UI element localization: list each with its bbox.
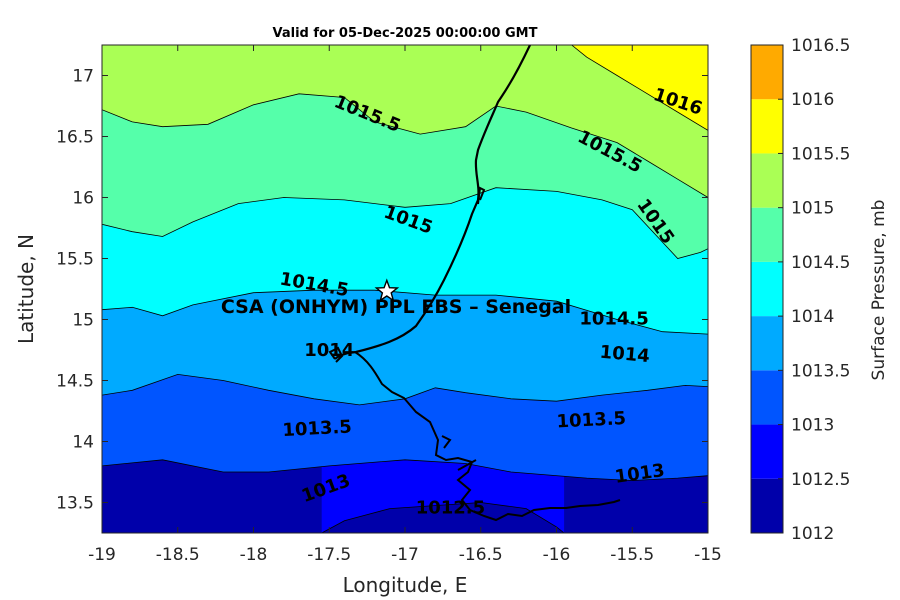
contour-label: 1014.5 [579, 309, 648, 330]
y-tick-label: 14.5 [56, 372, 94, 392]
y-tick-label: 16.5 [56, 128, 94, 148]
x-tick-label: -16 [543, 545, 571, 565]
fill-band-1015 [102, 45, 708, 198]
contour-label: 1013.5 [556, 408, 626, 433]
colorbar-segment [751, 207, 783, 262]
contour-label: 1012.5 [416, 498, 485, 519]
contour-label: 1014 [304, 340, 354, 361]
colorbar-segment [751, 261, 783, 317]
colorbar-segment [751, 153, 783, 208]
coastline-path [334, 45, 531, 360]
contour-line-1013.5 [102, 373, 708, 406]
colorbar-tick-label: 1016.5 [791, 36, 850, 56]
site-label: CSA (ONHYM) PPL EBS – Senegal [221, 296, 571, 318]
colorbar-segment [751, 99, 783, 154]
contour-line-1012.5 [321, 502, 565, 533]
contour-label: 1014 [599, 342, 651, 367]
x-tick-label: -18.5 [156, 545, 200, 565]
contour-line-1015.5 [571, 45, 708, 131]
colorbar-tick-label: 1015.5 [791, 144, 850, 164]
colorbar-frame [750, 44, 784, 534]
y-tick-label: 17 [72, 67, 94, 87]
colorbar-tick-label: 1014 [791, 307, 834, 327]
colorbar-label: Surface Pressure, mb [869, 200, 889, 381]
coastline-and-border [328, 45, 621, 522]
x-tick-label: -15.5 [610, 545, 654, 565]
colorbar-tick-label: 1016 [791, 90, 834, 110]
border-path [328, 186, 621, 522]
fill-band-1015.5 [571, 45, 708, 131]
x-tick-label: -17 [391, 545, 419, 565]
contour-line-1015 [102, 93, 708, 198]
x-tick-label: -18 [240, 545, 268, 565]
colorbar-segment [751, 45, 783, 100]
x-tick-label: -15 [694, 545, 722, 565]
colorbar-tick-label: 1012.5 [791, 470, 850, 490]
y-tick-label: 14 [72, 433, 94, 453]
contour-line-1013 [102, 459, 708, 481]
colorbar-segment [751, 478, 783, 533]
colorbar-tick-label: 1014.5 [791, 253, 850, 273]
x-tick-label: -16.5 [459, 545, 503, 565]
map-title: Valid for 05-Dec-2025 00:00:00 GMT [273, 26, 538, 41]
y-axis-label: Latitude, N [14, 234, 38, 344]
pressure-contour-lines [102, 45, 708, 533]
x-tick-label: -17.5 [307, 545, 351, 565]
colorbar-tick-label: 1012 [791, 524, 834, 544]
colorbar: 1012 1012.5 1013 1013.5 1014 1014.5 1015 1015.5… [750, 36, 850, 544]
x-axis-ticks: -19 -18.5 -18 -17.5 -17 -16.5 -16 -15.5 -15 [88, 45, 722, 565]
y-tick-label: 16 [72, 189, 94, 209]
colorbar-segment [751, 370, 783, 425]
y-tick-label: 15.5 [56, 250, 94, 270]
contour-label: 1013.5 [282, 416, 352, 441]
contour-line-1014 [102, 289, 708, 335]
pressure-contour-fills [102, 45, 708, 533]
colorbar-tick-label: 1015 [791, 199, 834, 219]
contour-line-1014.5 [102, 187, 708, 259]
x-tick-label: -19 [88, 545, 116, 565]
y-tick-label: 13.5 [56, 494, 94, 514]
colorbar-segment [751, 316, 783, 371]
y-tick-label: 15 [72, 311, 94, 331]
x-axis-label: Longitude, E [343, 573, 468, 597]
y-axis-ticks: 13.5 14 14.5 15 15.5 16 16.5 17 [56, 67, 708, 514]
colorbar-segment [751, 424, 783, 479]
site-star-marker [374, 278, 400, 302]
colorbar-tick-label: 1013.5 [791, 361, 850, 381]
site-marker [374, 278, 400, 302]
colorbar-tick-label: 1013 [791, 416, 834, 436]
